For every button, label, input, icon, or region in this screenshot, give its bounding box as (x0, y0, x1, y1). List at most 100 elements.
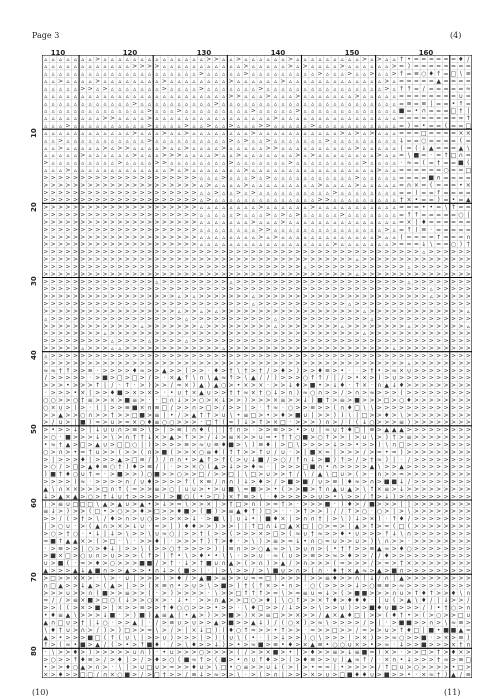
svg-text:>: > (199, 360, 204, 367)
svg-text:∩: ∩ (95, 664, 99, 671)
svg-text:∩: ∩ (259, 560, 263, 567)
svg-text:>: > (288, 427, 293, 434)
svg-text:↓: ↓ (95, 427, 100, 434)
svg-text:>: > (325, 278, 330, 285)
svg-text:♦: ♦ (310, 649, 315, 656)
svg-text:▵: ▵ (148, 130, 151, 137)
svg-text:>: > (214, 301, 219, 308)
svg-text:▵: ▵ (89, 137, 92, 144)
svg-text:>: > (280, 575, 285, 582)
svg-text:>: > (243, 568, 248, 575)
svg-text:▲: ▲ (58, 582, 63, 589)
svg-text:=: = (444, 234, 449, 241)
svg-text:≡: ≡ (458, 657, 463, 664)
svg-text:•: • (148, 501, 152, 508)
svg-text:▵: ▵ (66, 85, 69, 92)
svg-text:>: > (429, 486, 434, 493)
svg-text:•: • (378, 367, 382, 374)
svg-text:∪: ∪ (184, 486, 188, 493)
svg-text:▵: ▵ (296, 63, 299, 70)
svg-text:>: > (88, 286, 93, 293)
svg-text:▵: ▵ (274, 56, 277, 63)
svg-text:>: > (355, 130, 360, 137)
svg-text:>: > (266, 479, 271, 486)
svg-text:(: ( (89, 508, 91, 515)
svg-text:>: > (466, 338, 471, 345)
svg-text:/: / (171, 627, 174, 634)
svg-text:=: = (436, 85, 441, 92)
svg-text:≡: ≡ (154, 412, 159, 419)
svg-text:>: > (295, 627, 300, 634)
svg-text:(: ( (311, 568, 313, 575)
svg-text:>: > (58, 226, 63, 233)
svg-text:>: > (444, 530, 449, 537)
svg-text:○: ○ (139, 419, 144, 426)
svg-text:): ) (178, 523, 180, 530)
svg-text:>: > (273, 256, 278, 263)
svg-text:∩: ∩ (318, 568, 322, 575)
svg-text:>: > (140, 315, 145, 322)
svg-text:>: > (451, 434, 456, 441)
svg-text:>: > (384, 278, 389, 285)
svg-text:>: > (332, 189, 337, 196)
svg-text:|: | (104, 382, 106, 389)
svg-text:>: > (280, 538, 285, 545)
svg-text:>: > (184, 130, 189, 137)
svg-text:≈: ≈ (154, 523, 159, 530)
svg-text:>: > (266, 249, 271, 256)
svg-text:>: > (310, 308, 315, 315)
svg-text:>: > (117, 182, 122, 189)
svg-text:): ) (408, 63, 410, 70)
svg-text:|: | (260, 516, 262, 523)
svg-text:>: > (384, 634, 389, 641)
svg-text:▵: ▵ (52, 63, 55, 70)
svg-text:\: \ (104, 575, 107, 582)
svg-text:▵: ▵ (378, 204, 381, 211)
svg-text:∪: ∪ (125, 634, 129, 641)
svg-text:▵: ▵ (81, 78, 84, 85)
svg-text:>: > (117, 286, 122, 293)
svg-text:▵: ▵ (200, 93, 203, 100)
svg-text:>: > (429, 360, 434, 367)
svg-text:>: > (221, 671, 226, 678)
svg-text:>: > (125, 286, 130, 293)
svg-text:↑: ↑ (199, 538, 204, 545)
svg-text:>: > (258, 568, 263, 575)
svg-text:•: • (415, 197, 419, 204)
svg-text:>: > (414, 441, 419, 448)
svg-text:>: > (377, 642, 382, 649)
svg-text:>: > (65, 123, 70, 130)
svg-text:∪: ∪ (466, 612, 470, 619)
svg-text:>: > (154, 226, 159, 233)
svg-text:>: > (347, 449, 352, 456)
svg-text:/: / (134, 479, 137, 486)
svg-text:\: \ (341, 493, 344, 500)
svg-text:>: > (132, 278, 137, 285)
svg-text:=: = (406, 71, 411, 78)
svg-text:>: > (73, 315, 78, 322)
svg-text:>: > (384, 293, 389, 300)
svg-text:>: > (325, 634, 330, 641)
svg-text:>: > (310, 249, 315, 256)
svg-text:): ) (156, 456, 158, 463)
svg-text:): ) (215, 627, 217, 634)
svg-text:≡: ≡ (154, 404, 159, 411)
svg-text:>: > (73, 627, 78, 634)
svg-text:↑: ↑ (355, 382, 360, 389)
svg-text:▵: ▵ (363, 63, 366, 70)
svg-text:≡: ≡ (273, 427, 278, 434)
svg-text:♦: ♦ (340, 382, 345, 389)
svg-text:>: > (221, 271, 226, 278)
svg-text:>: > (88, 486, 93, 493)
svg-text:▵: ▵ (393, 226, 396, 233)
svg-text:>: > (51, 634, 56, 641)
svg-text:>: > (444, 278, 449, 285)
svg-text:>: > (191, 212, 196, 219)
svg-text:>: > (43, 360, 48, 367)
svg-text:>: > (169, 249, 174, 256)
svg-text:>: > (384, 367, 389, 374)
svg-text:▵: ▵ (385, 167, 388, 174)
svg-text:/: / (156, 560, 159, 567)
svg-text:>: > (169, 263, 174, 270)
svg-text:>: > (392, 315, 397, 322)
